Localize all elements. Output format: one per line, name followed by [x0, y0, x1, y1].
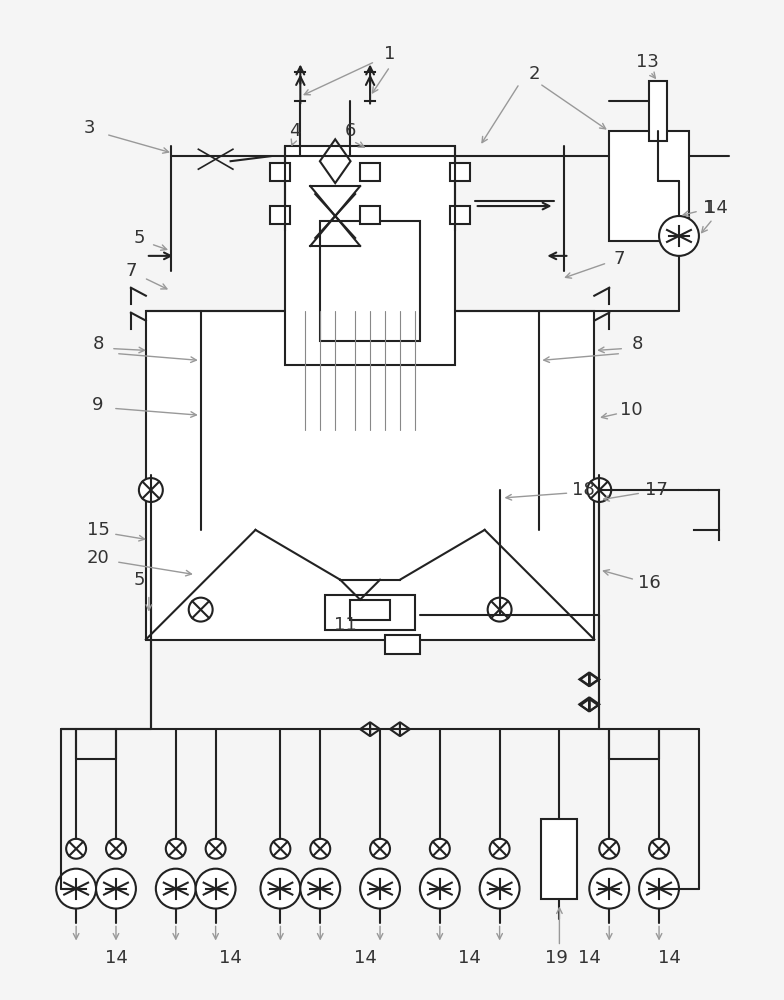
Circle shape — [420, 869, 459, 909]
Circle shape — [139, 478, 163, 502]
Circle shape — [106, 839, 126, 859]
Circle shape — [189, 598, 212, 622]
Text: 3: 3 — [83, 119, 95, 137]
Circle shape — [96, 869, 136, 909]
Circle shape — [360, 869, 400, 909]
Circle shape — [599, 839, 619, 859]
Circle shape — [649, 839, 669, 859]
Circle shape — [587, 478, 612, 502]
Text: 4: 4 — [289, 122, 300, 140]
Bar — [649, 81, 667, 141]
Circle shape — [430, 839, 450, 859]
Text: 14: 14 — [354, 949, 376, 967]
Bar — [450, 206, 470, 224]
Circle shape — [270, 839, 290, 859]
Bar — [270, 206, 290, 224]
Circle shape — [490, 839, 510, 859]
Bar — [285, 146, 455, 365]
Circle shape — [659, 216, 699, 256]
Text: 2: 2 — [528, 65, 540, 83]
Bar — [609, 131, 689, 241]
Bar — [542, 819, 577, 899]
Circle shape — [480, 869, 520, 909]
Bar — [320, 221, 420, 341]
Bar — [270, 163, 290, 181]
Circle shape — [66, 839, 86, 859]
Text: 14: 14 — [220, 949, 242, 967]
Bar — [360, 163, 380, 181]
Text: 14: 14 — [459, 949, 481, 967]
Text: 1: 1 — [703, 199, 714, 217]
Bar — [325, 595, 415, 630]
Text: 14: 14 — [578, 949, 601, 967]
Text: 5: 5 — [133, 571, 145, 589]
Circle shape — [370, 839, 390, 859]
Text: 18: 18 — [572, 481, 595, 499]
Text: 14: 14 — [706, 199, 728, 217]
Circle shape — [488, 598, 512, 622]
Text: 17: 17 — [644, 481, 667, 499]
Text: 20: 20 — [87, 549, 110, 567]
Circle shape — [56, 869, 96, 909]
Circle shape — [205, 839, 226, 859]
Text: 6: 6 — [344, 122, 356, 140]
Circle shape — [590, 869, 629, 909]
Text: 11: 11 — [334, 616, 357, 634]
Text: 1: 1 — [384, 45, 396, 63]
Circle shape — [639, 869, 679, 909]
Bar — [350, 600, 390, 620]
Text: 14: 14 — [658, 949, 681, 967]
Text: 7: 7 — [613, 250, 625, 268]
Text: 9: 9 — [93, 396, 103, 414]
Bar — [450, 163, 470, 181]
Circle shape — [300, 869, 340, 909]
Text: 5: 5 — [133, 229, 145, 247]
Bar — [385, 635, 420, 654]
Circle shape — [310, 839, 330, 859]
Text: 13: 13 — [636, 53, 659, 71]
Circle shape — [156, 869, 196, 909]
Bar — [146, 311, 594, 640]
Text: 8: 8 — [93, 335, 103, 353]
Text: 16: 16 — [637, 574, 660, 592]
Text: 19: 19 — [545, 949, 568, 967]
Text: 15: 15 — [86, 521, 110, 539]
Circle shape — [196, 869, 235, 909]
Bar — [360, 206, 380, 224]
Text: 7: 7 — [125, 262, 136, 280]
Text: 8: 8 — [631, 335, 643, 353]
Text: 10: 10 — [620, 401, 642, 419]
Circle shape — [165, 839, 186, 859]
Circle shape — [260, 869, 300, 909]
Text: 14: 14 — [104, 949, 128, 967]
